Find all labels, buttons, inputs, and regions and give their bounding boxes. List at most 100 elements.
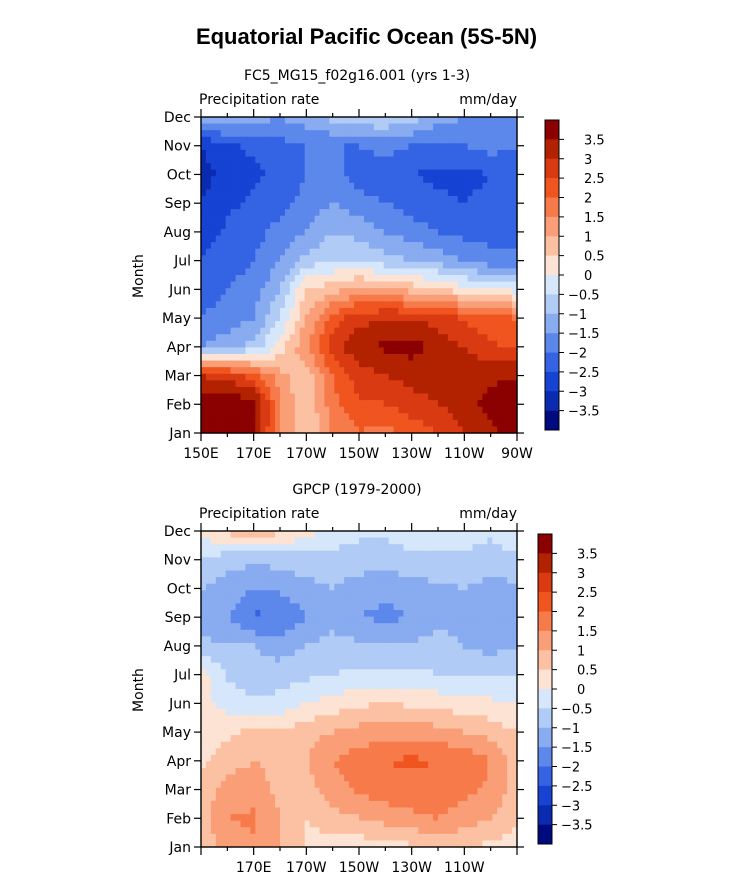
field-cell — [240, 228, 247, 237]
field-cell — [215, 642, 222, 651]
field-cell — [497, 603, 503, 611]
field-cell — [512, 176, 518, 184]
field-cell — [447, 143, 454, 151]
field-cell — [462, 321, 469, 329]
field-cell — [280, 327, 286, 335]
field-cell — [383, 321, 390, 329]
field-cell — [255, 642, 261, 651]
field-cell — [255, 373, 261, 381]
field-cell — [235, 623, 242, 631]
field-cell — [289, 163, 296, 171]
field-cell — [265, 354, 271, 362]
field-cell — [245, 406, 251, 414]
field-cell — [235, 393, 242, 401]
field-cell — [309, 196, 316, 204]
field-cell — [275, 314, 281, 322]
field-cell — [339, 557, 345, 565]
field-cell — [339, 393, 345, 401]
field-cell — [438, 268, 444, 276]
field-cell — [324, 176, 330, 184]
field-cell — [467, 321, 474, 329]
field-cell — [398, 603, 405, 611]
field-cell — [378, 603, 385, 611]
field-cell — [418, 413, 424, 421]
field-cell — [250, 307, 256, 316]
field-cell — [289, 669, 296, 677]
field-cell — [423, 583, 429, 591]
field-cell — [467, 242, 474, 250]
field-cell — [398, 182, 405, 191]
field-cell — [201, 675, 207, 684]
field-cell — [428, 682, 434, 690]
field-cell — [408, 590, 414, 598]
field-cell — [215, 255, 222, 263]
field-cell — [220, 334, 227, 342]
field-cell — [497, 550, 503, 558]
field-cell — [304, 623, 311, 631]
field-cell — [329, 288, 335, 296]
field-cell — [314, 616, 321, 624]
field-cell — [220, 176, 227, 184]
field-cell — [324, 550, 330, 558]
field-cell — [294, 689, 301, 697]
field-cell — [314, 669, 321, 677]
field-cell — [383, 577, 390, 585]
field-cell — [442, 117, 449, 125]
field-cell — [354, 228, 360, 237]
field-cell — [388, 623, 395, 631]
field-cell — [314, 642, 321, 651]
field-cell — [462, 248, 469, 256]
field-cell — [250, 301, 256, 309]
field-cell — [363, 386, 370, 395]
field-cell — [220, 642, 227, 651]
field-cell — [314, 570, 321, 578]
field-cell — [215, 708, 222, 716]
field-cell — [294, 596, 301, 605]
field-cell — [467, 202, 474, 210]
field-cell — [210, 544, 217, 552]
field-cell — [462, 360, 469, 368]
field-cell — [215, 143, 222, 151]
field-cell — [294, 143, 301, 151]
field-cell — [482, 413, 488, 421]
field-cell — [220, 603, 227, 611]
field-cell — [289, 307, 296, 316]
field-cell — [275, 603, 281, 611]
field-cell — [201, 419, 207, 428]
field-cell — [507, 537, 513, 545]
field-cell — [403, 169, 409, 177]
field-cell — [403, 610, 409, 618]
field-cell — [512, 117, 518, 125]
field-cell — [447, 577, 454, 585]
field-cell — [388, 656, 395, 664]
field-cell — [245, 636, 251, 644]
field-cell — [472, 209, 479, 217]
field-cell — [428, 400, 434, 408]
field-cell — [205, 242, 212, 250]
field-cell — [329, 636, 335, 644]
field-cell — [255, 307, 261, 316]
field-cell — [289, 400, 296, 408]
field-cell — [284, 531, 291, 539]
field-cell — [250, 557, 256, 565]
field-cell — [383, 669, 390, 677]
field-cell — [284, 649, 291, 657]
field-cell — [398, 636, 405, 644]
field-cell — [423, 373, 429, 381]
field-cell — [294, 242, 301, 250]
field-cell — [309, 610, 316, 618]
field-cell — [284, 156, 291, 164]
field-cell — [368, 215, 375, 223]
field-cell — [304, 255, 311, 263]
field-cell — [447, 327, 454, 335]
field-cell — [339, 590, 345, 598]
field-cell — [462, 623, 469, 631]
field-cell — [383, 123, 390, 131]
field-cell — [275, 577, 281, 585]
field-cell — [284, 557, 291, 565]
field-cell — [438, 689, 444, 697]
field-cell — [349, 570, 355, 578]
field-cell — [280, 669, 286, 677]
field-cell — [378, 130, 385, 138]
field-cell — [299, 537, 306, 545]
